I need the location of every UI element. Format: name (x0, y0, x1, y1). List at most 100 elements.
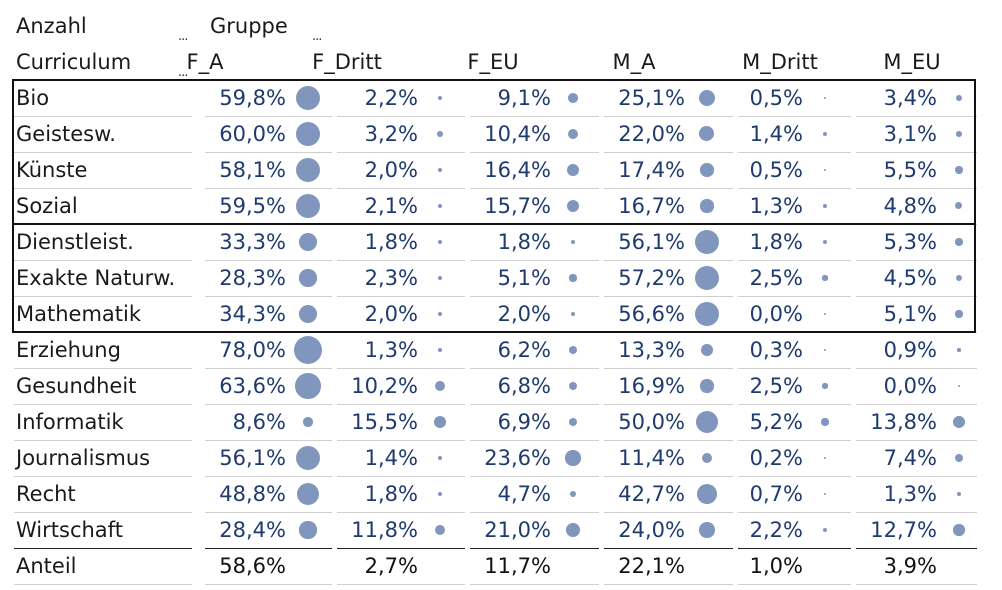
data-label: 1,3% (364, 338, 418, 362)
cell-separator (470, 116, 599, 117)
cell-separator (470, 548, 599, 549)
data-label: 3,1% (883, 122, 937, 146)
bubble-mark (958, 385, 960, 387)
row-label[interactable]: Dienstleist. (16, 230, 134, 254)
row-label[interactable]: Erziehung (16, 338, 121, 362)
cell-separator (470, 152, 599, 153)
data-label: 0,7% (749, 482, 803, 506)
column-header-f-dritt[interactable]: F_Dritt (312, 50, 382, 74)
bubble-mark (570, 311, 576, 317)
cell-separator (738, 548, 851, 549)
data-label: 59,5% (219, 194, 286, 218)
row-label[interactable]: Informatik (16, 410, 124, 434)
bubble-mark (957, 348, 961, 352)
bubble-mark (823, 96, 827, 100)
column-field-label: Gruppe (210, 14, 288, 38)
data-label: 16,9% (618, 374, 685, 398)
cell-separator (856, 368, 977, 369)
data-label: 3,2% (364, 122, 418, 146)
column-header-m-dritt[interactable]: M_Dritt (742, 50, 818, 74)
row-dimension-filter-marker[interactable]: ... (178, 65, 188, 80)
column-header-m-a[interactable]: M_A (612, 50, 656, 74)
cell-separator (856, 260, 977, 261)
bubble-mark (696, 483, 718, 505)
row-label[interactable]: Künste (16, 158, 88, 182)
bubble-mark (295, 121, 321, 147)
data-label: 10,2% (351, 374, 418, 398)
cell-separator (337, 296, 465, 297)
total-value: 2,7% (364, 554, 418, 578)
cell-separator (337, 152, 465, 153)
row-label[interactable]: Journalismus (16, 446, 151, 470)
bubble-mark (295, 193, 321, 219)
cell-separator (604, 260, 733, 261)
data-label: 2,5% (749, 266, 803, 290)
row-label[interactable]: Geistesw. (16, 122, 116, 146)
row-label[interactable]: Mathematik (16, 302, 142, 326)
bubble-mark (955, 202, 963, 210)
data-label: 2,0% (497, 302, 551, 326)
cell-separator (738, 404, 851, 405)
data-label: 0,3% (749, 338, 803, 362)
data-label: 0,9% (883, 338, 937, 362)
cell-separator (604, 188, 733, 189)
bubble-mark (299, 269, 317, 287)
bubble-mark (295, 157, 321, 183)
data-label: 1,4% (749, 122, 803, 146)
data-label: 23,6% (484, 446, 551, 470)
bubble-mark (568, 417, 578, 427)
row-label[interactable]: Recht (16, 482, 76, 506)
data-label: 1,8% (497, 230, 551, 254)
column-field-filter-marker[interactable]: ... (312, 29, 322, 44)
row-label[interactable]: Exakte Naturw. (16, 266, 176, 290)
data-label: 60,0% (219, 122, 286, 146)
cell-separator (738, 476, 851, 477)
bubble-mark (694, 265, 720, 291)
data-label: 1,3% (749, 194, 803, 218)
row-separator (14, 296, 192, 297)
data-label: 13,8% (870, 410, 937, 434)
data-label: 6,2% (497, 338, 551, 362)
column-header-m-eu[interactable]: M_EU (883, 50, 941, 74)
row-label[interactable]: Bio (16, 86, 50, 110)
row-label[interactable]: Wirtschaft (16, 518, 123, 542)
bubble-mark (569, 490, 577, 498)
highlight-group-box (12, 79, 976, 225)
row-label[interactable]: Gesundheit (16, 374, 137, 398)
bubble-mark (823, 168, 827, 172)
cell-separator (856, 440, 977, 441)
row-label[interactable]: Sozial (16, 194, 78, 218)
cell-separator (337, 512, 465, 513)
data-label: 57,2% (618, 266, 685, 290)
cell-separator (604, 296, 733, 297)
cell-separator (856, 512, 977, 513)
bubble-mark (568, 93, 578, 103)
bubble-mark (822, 527, 828, 533)
data-label: 25,1% (618, 86, 685, 110)
column-header-f-a[interactable]: F_A (186, 50, 224, 74)
bubble-mark (437, 491, 443, 497)
bubble-mark (569, 346, 577, 354)
data-label: 24,0% (618, 518, 685, 542)
data-label: 12,7% (870, 518, 937, 542)
data-label: 16,4% (484, 158, 551, 182)
data-label: 2,1% (364, 194, 418, 218)
data-label: 42,7% (618, 482, 685, 506)
cell-separator (738, 512, 851, 513)
column-header-f-eu[interactable]: F_EU (467, 50, 519, 74)
bubble-mark (695, 410, 719, 434)
cell-separator (738, 296, 851, 297)
data-label: 16,7% (618, 194, 685, 218)
bubble-mark (299, 521, 317, 539)
row-field-filter-marker[interactable]: ... (178, 29, 188, 44)
cell-separator (738, 260, 851, 261)
cell-separator (604, 548, 733, 549)
row-separator (14, 368, 192, 369)
bubble-mark (438, 348, 442, 352)
data-label: 59,8% (219, 86, 286, 110)
bubble-mark (822, 239, 828, 245)
data-label: 5,3% (883, 230, 937, 254)
data-label: 1,8% (364, 230, 418, 254)
data-label: 7,4% (883, 446, 937, 470)
data-label: 6,9% (497, 410, 551, 434)
